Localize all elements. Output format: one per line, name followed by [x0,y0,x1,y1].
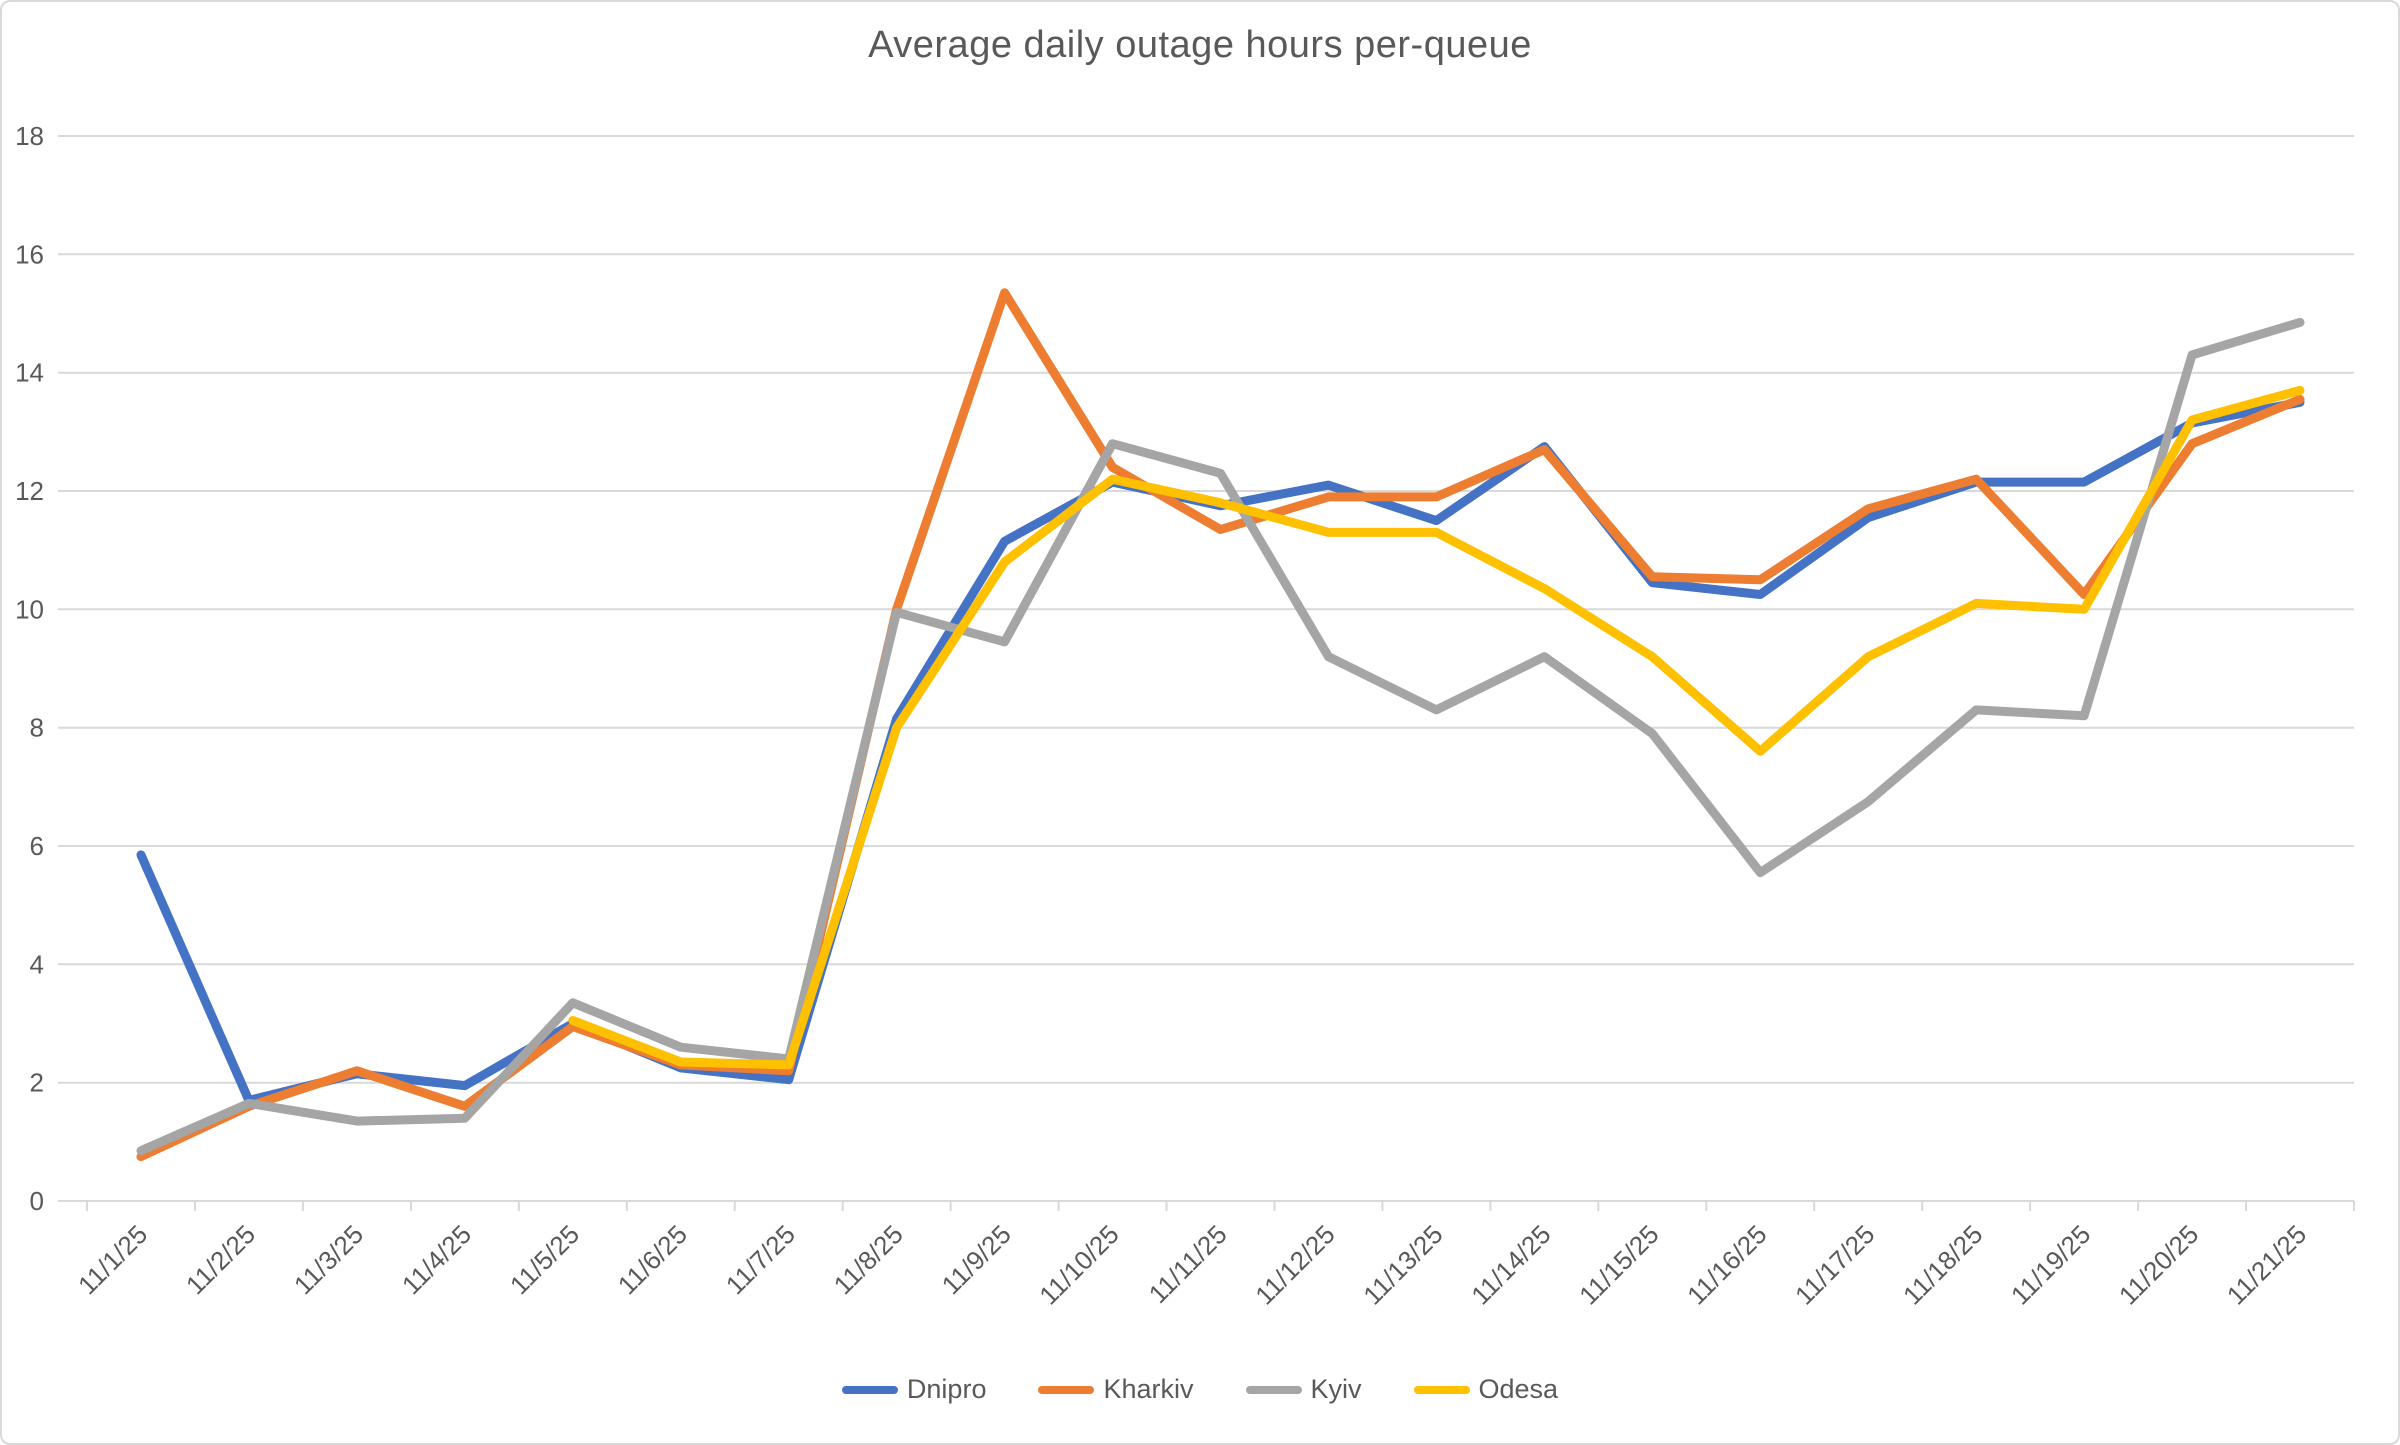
x-tick-label: 11/1/25 [72,1219,153,1300]
legend-item-kharkiv: Kharkiv [1038,1374,1194,1405]
legend-item-dnipro: Dnipro [841,1374,987,1405]
x-tick-label: 11/2/25 [180,1219,261,1300]
x-tick-label: 11/11/25 [1143,1219,1233,1309]
x-tick-label: 11/20/25 [2113,1219,2204,1310]
y-tick-label: 14 [15,358,44,388]
x-axis-ticks [86,1201,2355,1211]
y-tick-label: 18 [15,121,44,151]
y-tick-label: 0 [30,1186,44,1216]
gridlines [58,135,2354,1202]
x-tick-label: 11/14/25 [1465,1219,1556,1310]
y-tick-label: 12 [15,476,44,506]
legend-swatch-odesa [1413,1385,1470,1394]
legend-item-odesa: Odesa [1413,1374,1559,1405]
x-tick-label: 11/16/25 [1681,1219,1772,1310]
x-tick-label: 11/17/25 [1789,1219,1880,1310]
legend-swatch-kyiv [1245,1385,1302,1394]
x-tick-label: 11/19/25 [2005,1219,2096,1310]
y-tick-label: 8 [30,713,44,743]
legend-swatch-dnipro [841,1385,898,1394]
x-tick-label: 11/13/25 [1357,1219,1448,1310]
y-axis-labels: 0 2 4 6 8 10 12 14 16 18 [15,121,44,1216]
y-tick-label: 16 [15,239,44,269]
legend-swatch-kharkiv [1038,1385,1095,1394]
series-line-odesa [568,385,2305,1070]
series-line-kyiv [136,317,2305,1156]
x-tick-label: 11/5/25 [504,1219,585,1300]
series-lines [136,288,2305,1162]
y-tick-label: 4 [30,949,44,979]
legend-label: Dnipro [906,1374,987,1404]
legend-label: Odesa [1478,1374,1559,1404]
x-tick-label: 11/9/25 [936,1219,1017,1300]
x-tick-label: 11/15/25 [1573,1219,1664,1310]
x-tick-label: 11/12/25 [1249,1219,1340,1310]
chart-title: Average daily outage hours per-queue [868,24,1532,66]
x-tick-label: 11/8/25 [828,1219,909,1300]
x-tick-label: 11/6/25 [612,1219,693,1300]
y-tick-label: 6 [30,831,44,861]
x-tick-label: 11/4/25 [396,1219,477,1300]
legend-label: Kyiv [1310,1374,1362,1404]
x-tick-label: 11/21/25 [2221,1219,2312,1310]
legend-label: Kharkiv [1103,1374,1194,1404]
x-tick-label: 11/3/25 [288,1219,369,1300]
x-tick-label: 11/10/25 [1033,1219,1124,1310]
x-tick-label: 11/18/25 [1897,1219,1988,1310]
x-axis-labels: 11/1/25 11/2/25 11/3/25 11/4/25 11/5/25 11/6/… [72,1219,2312,1310]
x-tick-label: 11/7/25 [720,1219,801,1300]
series-line-kharkiv [136,288,2305,1162]
chart-legend: Dnipro Kharkiv Kyiv Odesa [2,1374,2398,1405]
y-tick-label: 10 [15,594,44,624]
y-tick-label: 2 [30,1068,44,1098]
legend-item-kyiv: Kyiv [1245,1374,1362,1405]
